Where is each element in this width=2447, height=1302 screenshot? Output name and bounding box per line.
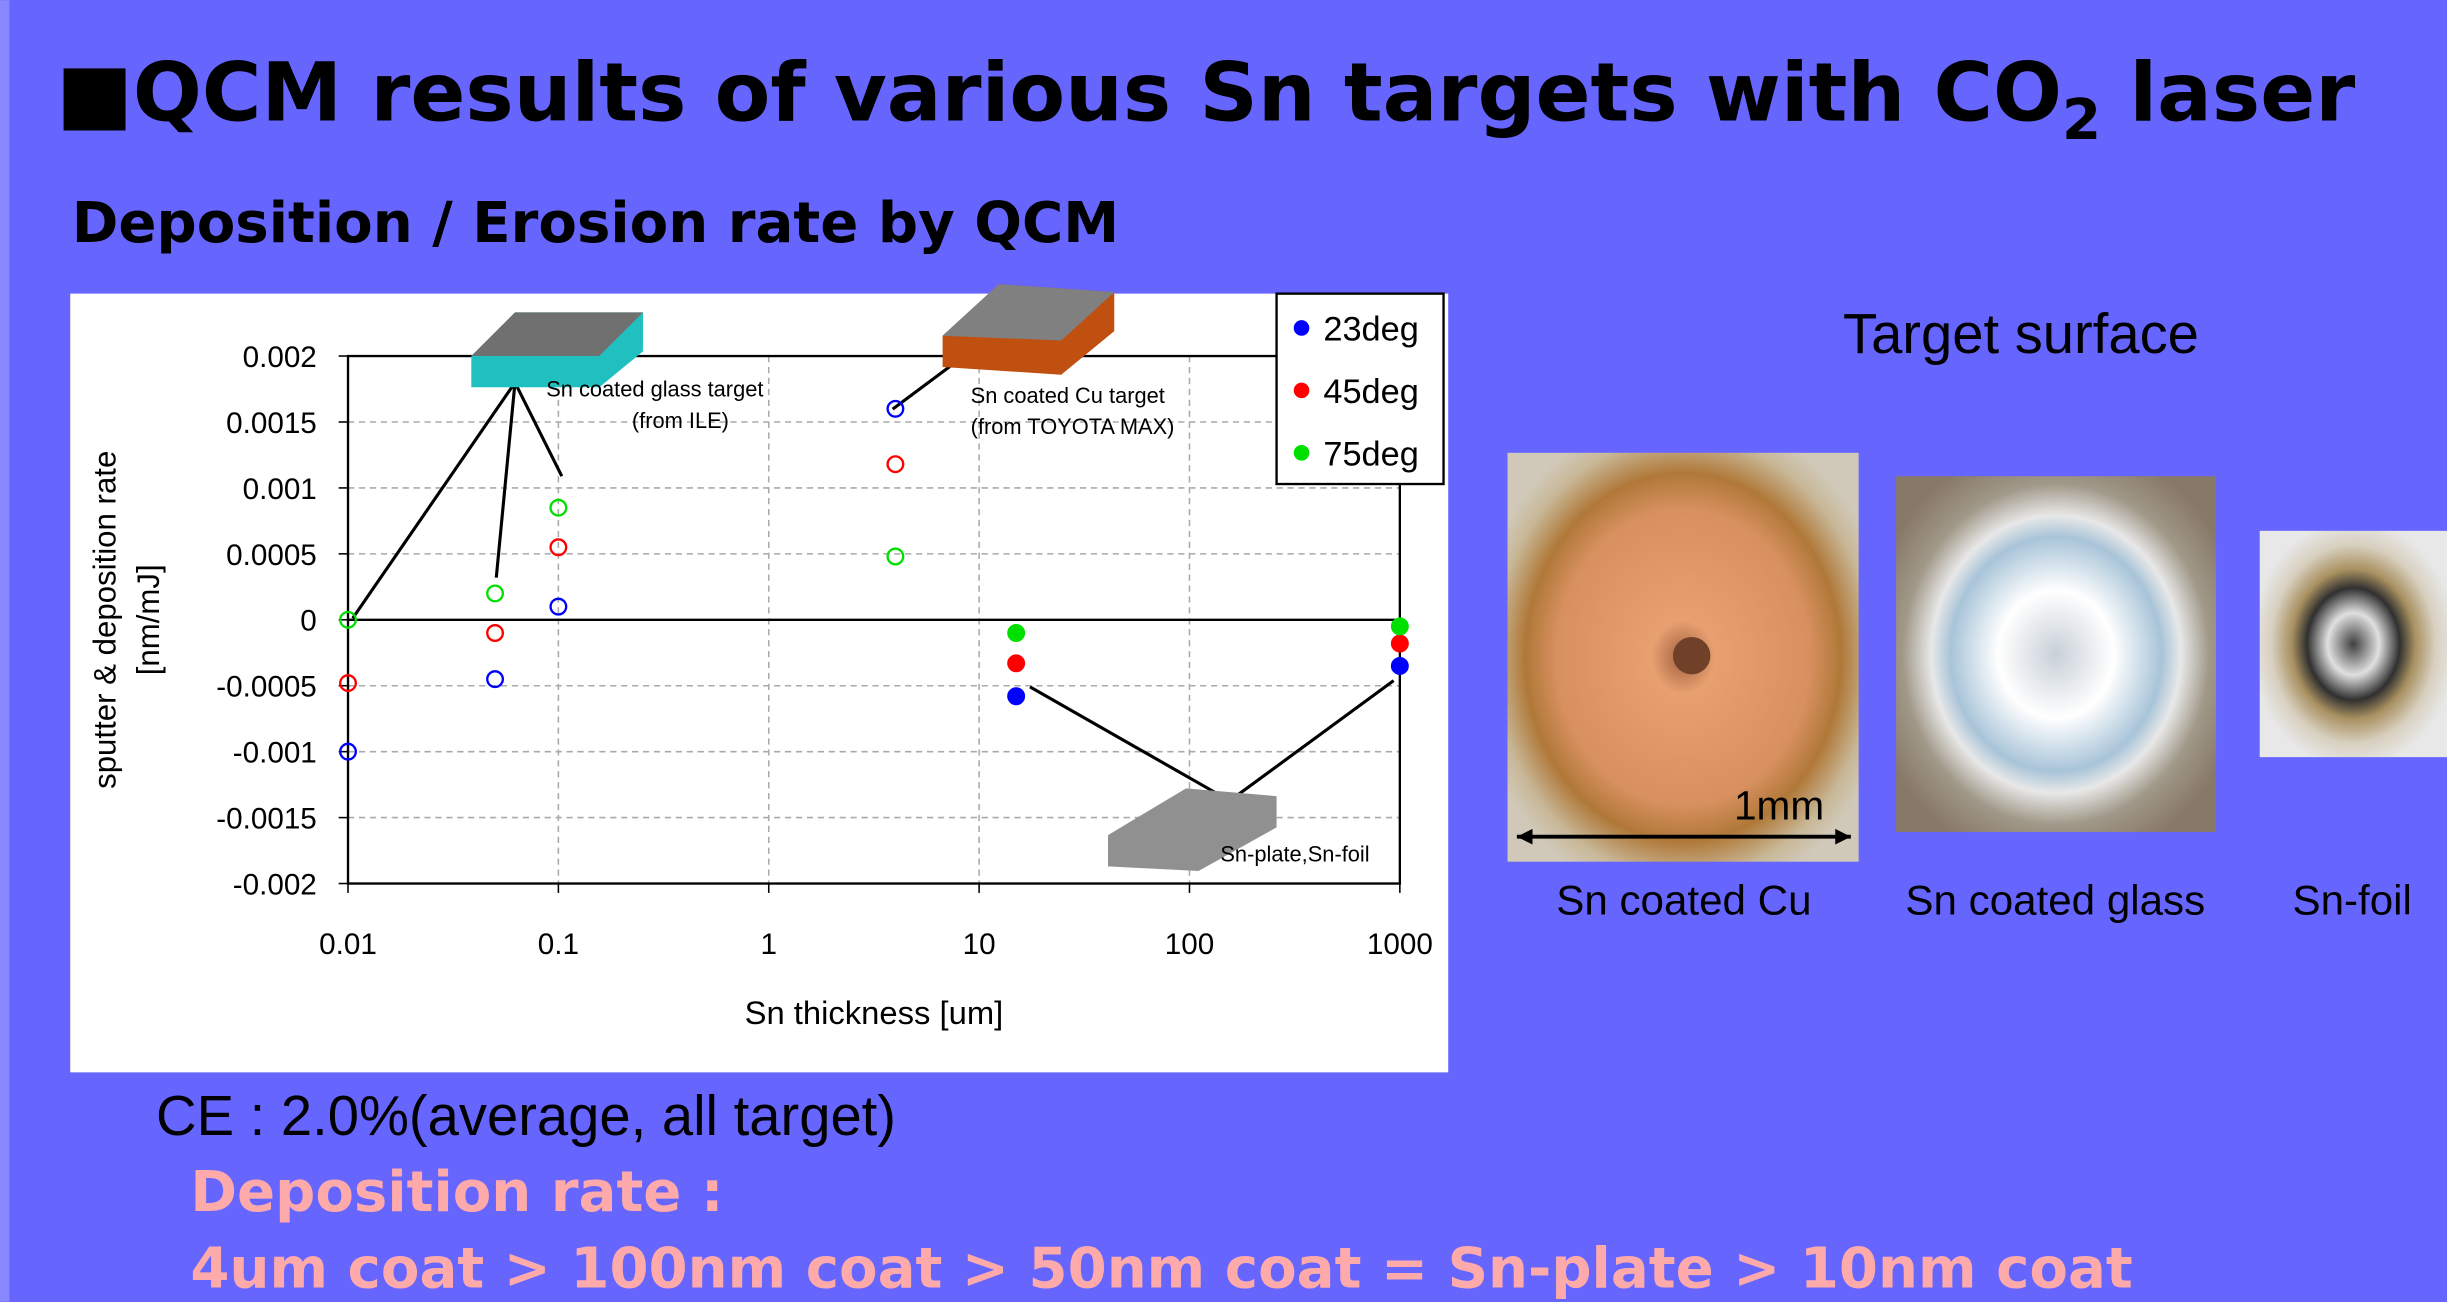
legend-marker <box>1293 382 1310 399</box>
target-icon <box>1108 788 1277 872</box>
annotation: (from TOYOTA MAX) <box>971 414 1175 439</box>
title-text: laser <box>2101 46 2355 140</box>
legend-label: 23deg <box>1323 310 1418 348</box>
data-point <box>486 624 505 642</box>
data-point <box>1007 687 1026 706</box>
photo-foil <box>2259 530 2447 758</box>
chart: 0.002 0.0015 0.001 0.0005 0 -0.0005 -0.001 -0.0… <box>87 284 1445 1031</box>
data-point <box>886 547 905 566</box>
x-tick-label: 100 <box>1165 928 1214 961</box>
slide-title: ■QCM results of various Sn targets with … <box>56 46 2355 153</box>
title-text: ■QCM results of various Sn targets with … <box>56 46 2062 140</box>
legend-marker <box>1293 320 1310 336</box>
target-icon <box>471 312 643 357</box>
left-stripe <box>0 0 10 1302</box>
x-tick-label: 0.01 <box>319 928 377 961</box>
note: CE : 2.0%(average, all target) <box>156 1084 896 1147</box>
y-tick-label: 0.002 <box>243 341 317 374</box>
leader-line <box>351 357 1395 803</box>
data-point <box>486 670 505 689</box>
crater <box>1672 636 1711 675</box>
photo-glass <box>1896 476 2217 833</box>
photo-caption: Sn-foil <box>2293 877 2412 924</box>
x-tick-label: 10 <box>963 928 996 961</box>
title-subscript: 2 <box>2062 88 2101 153</box>
data-point <box>886 399 905 418</box>
legend-label: 75deg <box>1323 435 1418 473</box>
photos-title: Target surface <box>1843 302 2199 365</box>
data-point <box>1007 654 1026 673</box>
photo-caption: Sn coated glass <box>1905 877 2205 924</box>
note-heading: Deposition rate : <box>190 1160 723 1225</box>
y-tick-label: -0.0005 <box>216 671 317 704</box>
y-tick-label: -0.001 <box>233 737 317 770</box>
data-point <box>486 584 505 603</box>
photo-caption: Sn coated Cu <box>1556 877 1811 924</box>
annotation: Sn coated Cu target <box>971 383 1165 408</box>
legend-label: 45deg <box>1323 373 1418 411</box>
scale-label: 1mm <box>1734 783 1824 829</box>
data-point <box>886 455 905 474</box>
y-tick-label: -0.002 <box>233 868 317 901</box>
y-tick-label: 0.001 <box>243 473 317 506</box>
data-point <box>339 610 357 629</box>
y-axis-label: sputter & deposition rate <box>87 451 122 789</box>
subtitle: Deposition / Erosion rate by QCM <box>72 191 1119 256</box>
data-point <box>549 498 568 517</box>
y-tick-label: 0.0005 <box>226 539 317 572</box>
note-emphasis: 4um coat > 100nm coat > 50nm coat = Sn-p… <box>190 1237 2132 1302</box>
x-axis-label: Sn thickness [um] <box>745 994 1004 1031</box>
data-point <box>1390 617 1409 636</box>
data-point <box>339 674 357 693</box>
target-icon <box>942 284 1115 341</box>
data-point <box>549 597 568 616</box>
x-tick-label: 1000 <box>1367 928 1433 961</box>
chart-background <box>70 293 1449 1073</box>
annotation: Sn-plate,Sn-foil <box>1220 842 1369 867</box>
data-point <box>1007 624 1026 642</box>
data-point <box>549 538 568 557</box>
x-tick-label: 1 <box>760 928 777 961</box>
y-axis-label: [nm/mJ] <box>131 564 166 675</box>
legend-marker <box>1293 445 1310 461</box>
y-tick-label: 0.0015 <box>226 407 317 440</box>
data-point <box>339 742 357 761</box>
annotation: Sn coated glass target <box>546 377 763 402</box>
y-tick-label: -0.0015 <box>216 803 317 836</box>
y-tick-label: 0 <box>300 605 317 638</box>
annotation: (from ILE) <box>632 408 729 433</box>
data-point <box>1390 656 1409 675</box>
data-point <box>1390 634 1409 653</box>
x-tick-label: 0.1 <box>538 928 579 961</box>
